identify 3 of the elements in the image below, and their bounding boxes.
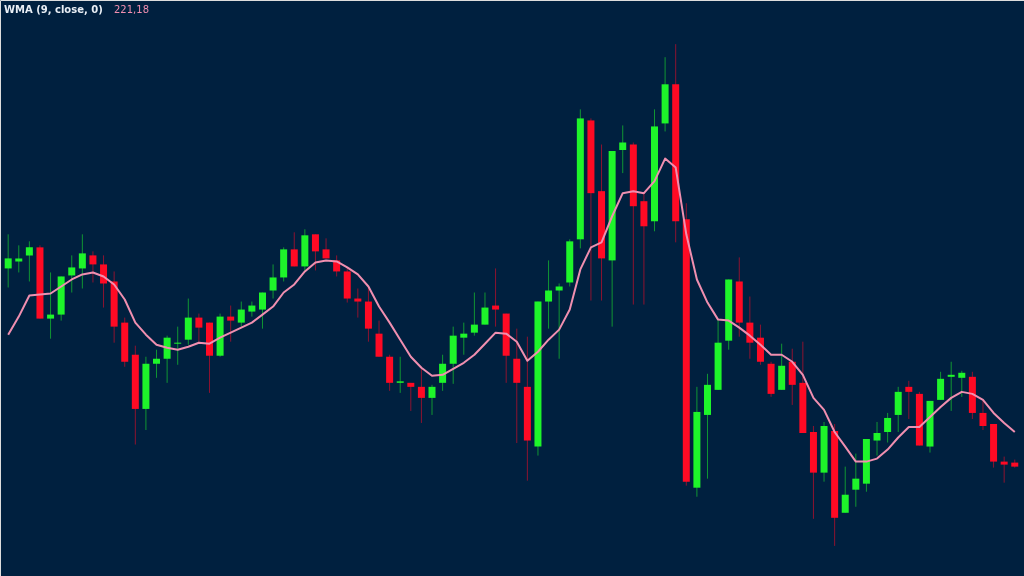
candlestick (248, 301, 256, 318)
text: 221,18 (114, 4, 149, 15)
chart-title: WMA (9, close, 0) (4, 4, 103, 15)
